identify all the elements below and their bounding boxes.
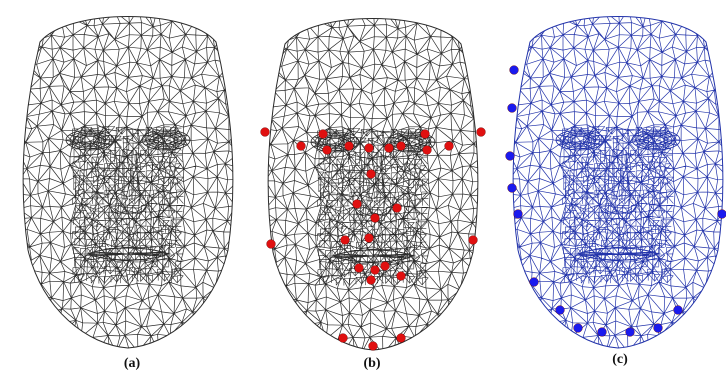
- landmark-point: [422, 145, 432, 155]
- left-eye-mesh: [310, 131, 360, 153]
- face-mesh-panel-b: [260, 18, 486, 351]
- left-eye-mesh: [65, 129, 115, 151]
- caption-c: (c): [612, 352, 628, 367]
- landmark-point: [380, 261, 390, 271]
- landmark-point: [529, 277, 539, 287]
- landmark-point: [368, 341, 378, 351]
- face-mesh-panel-a: [22, 16, 234, 349]
- landmark-point: [717, 209, 726, 219]
- landmark-point: [507, 103, 517, 113]
- landmark-point: [396, 271, 406, 281]
- landmark-point: [396, 141, 406, 151]
- landmark-point: [344, 141, 354, 151]
- caption-b: (b): [363, 356, 381, 371]
- landmark-point: [468, 235, 478, 245]
- landmark-point: [352, 199, 362, 209]
- right-eye-mesh: [631, 129, 681, 151]
- landmark-point: [513, 209, 523, 219]
- landmark-point: [364, 233, 374, 243]
- landmark-point: [266, 239, 276, 249]
- landmark-point: [673, 305, 683, 315]
- landmark-point: [392, 203, 402, 213]
- landmark-point: [653, 323, 663, 333]
- nose-mesh: [109, 149, 147, 215]
- nose-mesh: [599, 149, 637, 215]
- landmark-point: [354, 263, 364, 273]
- landmark-point: [366, 275, 376, 285]
- landmark-point: [505, 151, 515, 161]
- left-eye-mesh: [555, 129, 605, 151]
- landmark-point: [340, 235, 350, 245]
- landmark-point: [338, 333, 348, 343]
- landmark-point: [364, 143, 374, 153]
- landmark-point: [476, 127, 486, 137]
- landmark-point: [260, 127, 270, 137]
- landmark-point: [597, 327, 607, 337]
- landmark-point: [366, 169, 376, 179]
- face-mesh-panel-c: [505, 16, 726, 349]
- landmark-point: [370, 265, 380, 275]
- landmark-point: [384, 143, 394, 153]
- mouth-mesh: [331, 249, 415, 263]
- landmark-point: [444, 141, 454, 151]
- landmark-point: [322, 145, 332, 155]
- landmark-point: [509, 65, 519, 75]
- right-eye-mesh: [141, 129, 191, 151]
- landmark-point: [370, 213, 380, 223]
- landmark-point: [507, 183, 517, 193]
- landmark-point: [420, 129, 430, 139]
- mouth-mesh: [86, 247, 170, 261]
- landmark-point: [396, 333, 406, 343]
- caption-a: (a): [123, 356, 141, 371]
- mouth-mesh: [576, 247, 660, 261]
- landmark-point: [573, 323, 583, 333]
- landmark-point: [625, 327, 635, 337]
- landmark-point: [555, 305, 565, 315]
- landmark-point: [318, 129, 328, 139]
- landmark-point: [296, 141, 306, 151]
